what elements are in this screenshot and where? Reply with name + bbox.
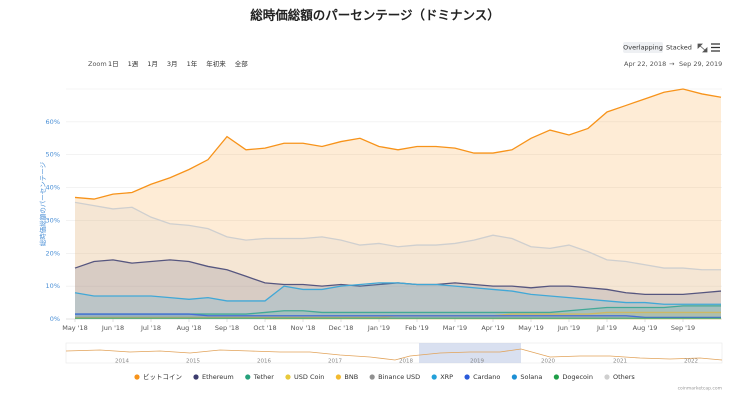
navigator-years: 2014 2015 2016 2017 2018 2019 2020 2021 2022	[115, 359, 698, 365]
x-tick-label: Aug '19	[633, 324, 658, 332]
legend: ビットコイン Ethereum Tether USD Coin BNB Binance U…	[134, 372, 635, 381]
legend-swatch[interactable]	[464, 374, 470, 380]
x-tick-label: Jun '18	[101, 324, 124, 332]
x-tick-label: Sep '19	[671, 324, 695, 332]
y-tick-label: 60%	[46, 118, 60, 126]
mode-button-bg[interactable]	[623, 42, 663, 53]
line	[74, 88, 722, 200]
navigator[interactable]	[65, 342, 723, 364]
legend-label[interactable]: BNB	[344, 373, 358, 381]
x-tick-label: Dec '18	[329, 324, 354, 332]
legend-label[interactable]: Solana	[520, 373, 542, 381]
areas	[74, 88, 722, 320]
legend-label[interactable]: ビットコイン	[143, 372, 182, 381]
x-tick-label: Sep '18	[215, 324, 239, 332]
y-tick-label: 20%	[46, 249, 60, 257]
navigator-year: 2018	[399, 359, 413, 365]
range-arrow: →	[669, 60, 675, 68]
navigator-year: 2015	[186, 359, 200, 365]
legend-swatch[interactable]	[604, 374, 610, 380]
area	[75, 202, 721, 319]
navigator-year: 2020	[541, 359, 555, 365]
zoom-buttons: 1日 1週 1月 3月 1年 年初来 全部	[108, 59, 248, 68]
x-tick-label: Apr '19	[481, 324, 504, 332]
line	[74, 201, 721, 271]
zoom-button[interactable]: 年初来	[206, 59, 226, 68]
zoom-button[interactable]: 3月	[167, 60, 178, 68]
navigator-year: 2021	[613, 359, 627, 365]
navigator-year: 2014	[115, 359, 129, 365]
x-tick-label: Mar '19	[443, 324, 467, 332]
navigator-year: 2022	[684, 359, 698, 365]
zoom-button[interactable]: 1月	[147, 60, 158, 68]
x-tick-label: Jul '18	[140, 324, 161, 332]
zoom-button[interactable]: 全部	[235, 59, 249, 68]
zoom-button[interactable]: 1週	[128, 59, 139, 68]
range-from: Apr 22, 2018	[624, 60, 666, 68]
chart-title: 総時価総額のパーセンテージ（ドミナンス）	[250, 8, 500, 23]
x-tick-label: Jan '19	[367, 324, 390, 332]
navigator-line	[65, 348, 723, 361]
y-tick-label: 0%	[50, 315, 60, 323]
mode-button[interactable]: Overlapping	[623, 44, 663, 52]
mode-button[interactable]: Stacked	[666, 44, 692, 52]
legend-swatch[interactable]	[245, 374, 251, 380]
x-tick-label: Nov '18	[291, 324, 316, 332]
y-tick-label: 30%	[46, 216, 60, 224]
navigator-year: 2017	[328, 359, 342, 365]
legend-swatch[interactable]	[134, 374, 140, 380]
legend-swatch[interactable]	[511, 374, 517, 380]
x-tick-label: May '19	[518, 324, 544, 332]
x-tick-label: Oct '18	[253, 324, 276, 332]
x-tick-label: May '18	[62, 324, 88, 332]
legend-swatch[interactable]	[369, 374, 375, 380]
x-axis: May '18 Jun '18 Jul '18 Aug '18 Sep '18 Oct '…	[62, 318, 722, 332]
menu-icon[interactable]	[711, 43, 720, 52]
legend-swatch[interactable]	[193, 374, 199, 380]
legend-swatch[interactable]	[431, 374, 437, 380]
legend-label[interactable]: Others	[613, 373, 635, 381]
range-to: Sep 29, 2019	[679, 60, 722, 68]
zoom-button[interactable]: 1年	[187, 59, 198, 68]
y-axis-title: 総時価総額のパーセンテージ	[38, 161, 47, 246]
area	[75, 259, 721, 319]
y-tick-label: 40%	[46, 184, 60, 192]
watermark: coinmarketcap.com	[678, 386, 722, 392]
legend-swatch[interactable]	[285, 374, 291, 380]
legend-label[interactable]: Dogecoin	[562, 373, 593, 381]
x-tick-label: Jun '19	[557, 324, 580, 332]
legend-label[interactable]: Binance USD	[378, 373, 420, 381]
legend-label[interactable]: XRP	[440, 373, 453, 381]
navigator-selection[interactable]	[419, 343, 521, 363]
x-tick-label: Feb '19	[405, 324, 429, 332]
line	[75, 313, 721, 319]
legend-label[interactable]: USD Coin	[294, 373, 324, 381]
zoom-button[interactable]: 1日	[108, 60, 119, 68]
line	[74, 282, 721, 305]
legend-label[interactable]: Cardano	[473, 373, 500, 381]
legend-label[interactable]: Ethereum	[202, 373, 234, 381]
area	[75, 282, 721, 319]
zoom-label: Zoom	[88, 60, 107, 68]
y-tick-label: 50%	[46, 151, 60, 159]
y-tick-label: 10%	[46, 282, 60, 290]
navigator-year: 2016	[257, 359, 271, 365]
fullscreen-icon[interactable]	[697, 43, 708, 53]
x-tick-label: Jul '19	[596, 324, 617, 332]
legend-swatch[interactable]	[553, 374, 559, 380]
x-tick-label: Aug '18	[177, 324, 202, 332]
legend-swatch[interactable]	[335, 374, 341, 380]
navigator-year: 2019	[470, 359, 484, 365]
legend-label[interactable]: Tether	[253, 373, 275, 381]
area	[75, 89, 721, 319]
